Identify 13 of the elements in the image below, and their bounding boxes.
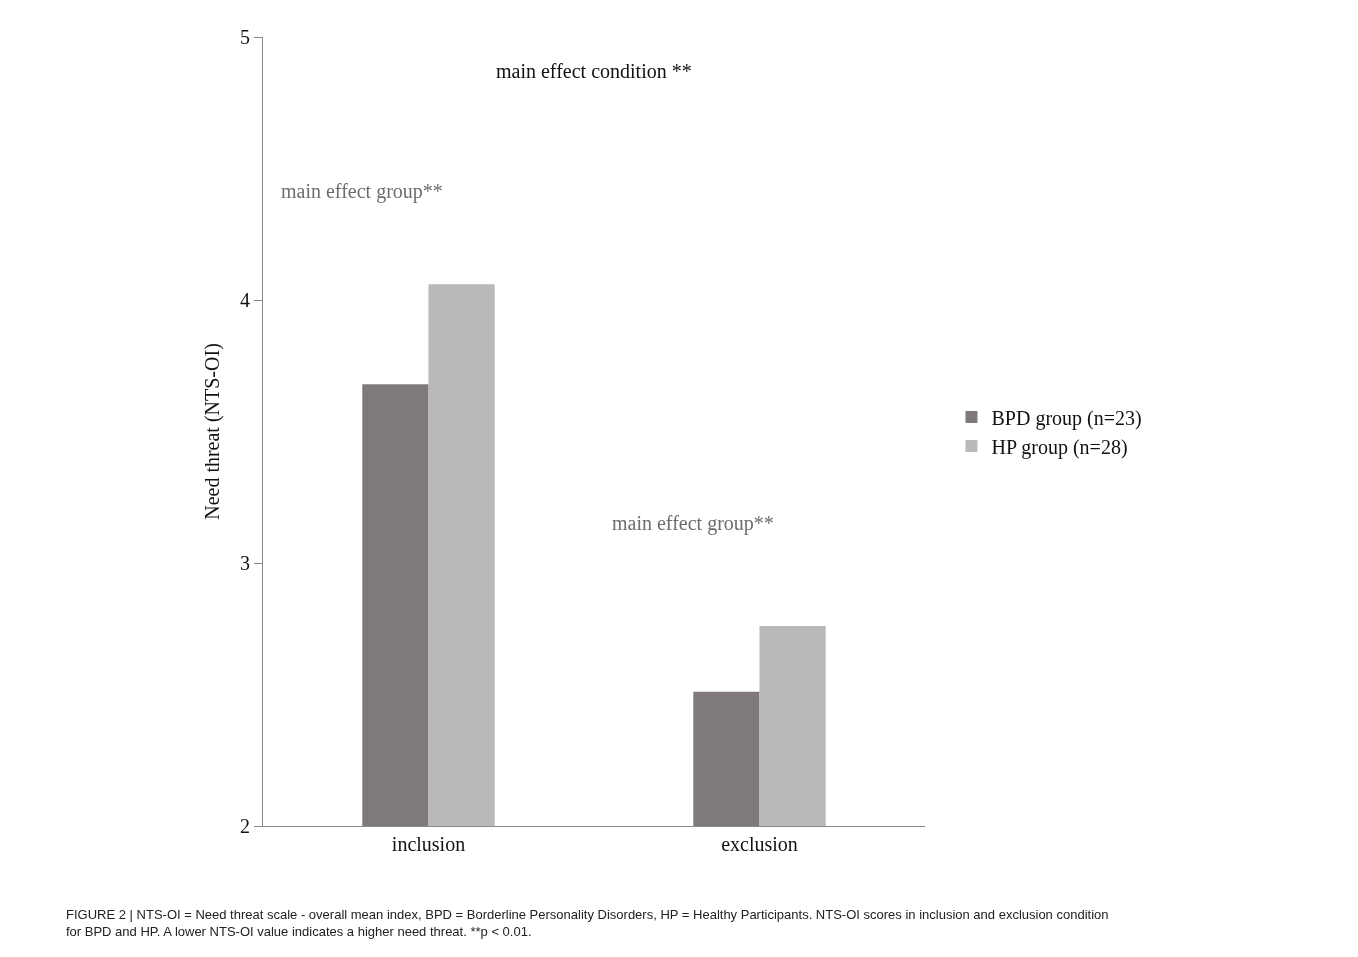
y-tick-label: 5 bbox=[240, 26, 250, 48]
x-tick-label: exclusion bbox=[721, 833, 798, 855]
legend-label: BPD group (n=23) bbox=[991, 406, 1142, 430]
annotation: main effect condition ** bbox=[496, 60, 692, 82]
y-tick-label: 4 bbox=[240, 289, 250, 311]
x-tick-label: inclusion bbox=[391, 833, 466, 855]
y-axis-title: Need threat (NTS-OI) bbox=[200, 343, 224, 520]
annotation: main effect group** bbox=[612, 512, 774, 535]
annotation: main effect group** bbox=[281, 180, 443, 203]
y-tick-label: 3 bbox=[240, 552, 250, 574]
legend-label: HP group (n=28) bbox=[991, 435, 1128, 459]
caption: FIGURE 2 | NTS-OI = Need threat scale - overall mean index, BPD = Borderline Personality Disorders, HP = Healthy Participants. NTS-OI scores in inclusion and exclusion condition for BPD and HP. A lower NTS-OI value indicates a higher need threat. **p < 0.01. bbox=[66, 907, 1109, 939]
y-tick-label: 2 bbox=[240, 815, 250, 837]
